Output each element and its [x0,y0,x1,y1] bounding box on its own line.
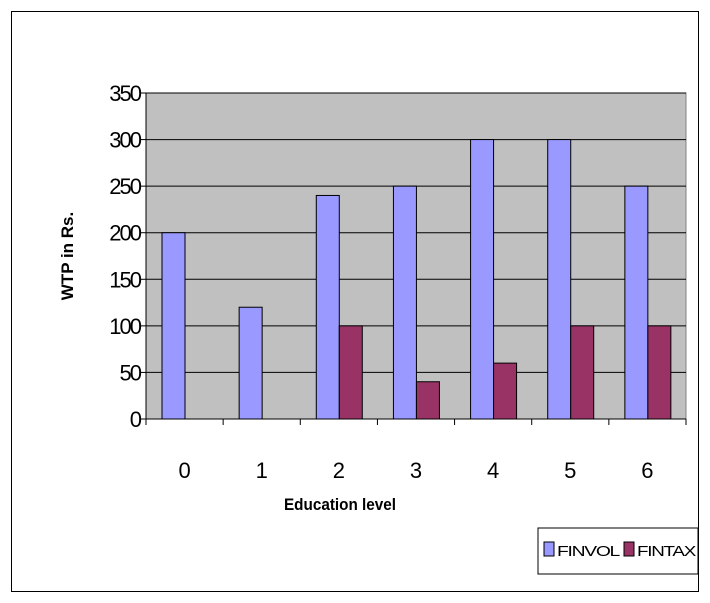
x-tick-label: 6 [641,458,653,483]
bar-finvol-1 [238,306,263,420]
y-tick-label: 250 [109,174,141,199]
y-tick-label: 200 [109,221,141,246]
bar-finvol-2 [315,194,340,420]
bar-finvol-6 [624,185,649,420]
legend-label-finvol: FINVOL [557,543,620,560]
bars [161,139,672,420]
bar-finvol-3 [392,185,417,420]
legend-box [537,527,699,575]
bar-fintax-4 [493,362,518,420]
bar-fintax-3 [415,381,440,420]
bar-fintax-2 [338,325,363,420]
legend-swatch-fintax [623,541,635,557]
x-tick-label: 0 [178,458,190,483]
y-axis-ticks: 0 50 100 150 200 250 300 350 [109,81,146,432]
y-tick-label: 50 [120,360,142,385]
legend-label-fintax: FINTAX [637,543,696,560]
bar-finvol-5 [547,139,572,420]
bar-finvol-0 [161,232,186,420]
y-tick-label: 0 [130,407,142,432]
x-tick-label: 2 [333,458,345,483]
legend-swatch-finvol [543,541,555,557]
y-tick-label: 350 [109,81,141,106]
y-tick-label: 150 [109,267,141,292]
x-tick-label: 1 [256,458,268,483]
bar-finvol-4 [470,139,495,420]
y-tick-label: 300 [109,128,141,153]
legend: FINVOL FINTAX [537,527,699,575]
bar-fintax-6 [647,325,672,420]
x-tick-label: 5 [564,458,576,483]
x-tick-label: 4 [487,458,499,483]
bar-fintax-5 [570,325,595,420]
x-axis-title: Education level [284,495,396,514]
x-tick-label: 3 [410,458,422,483]
y-axis-title: WTP in Rs. [58,212,77,300]
y-tick-label: 100 [109,314,141,339]
x-axis-ticks: 0 1 2 3 4 5 6 [145,419,687,483]
